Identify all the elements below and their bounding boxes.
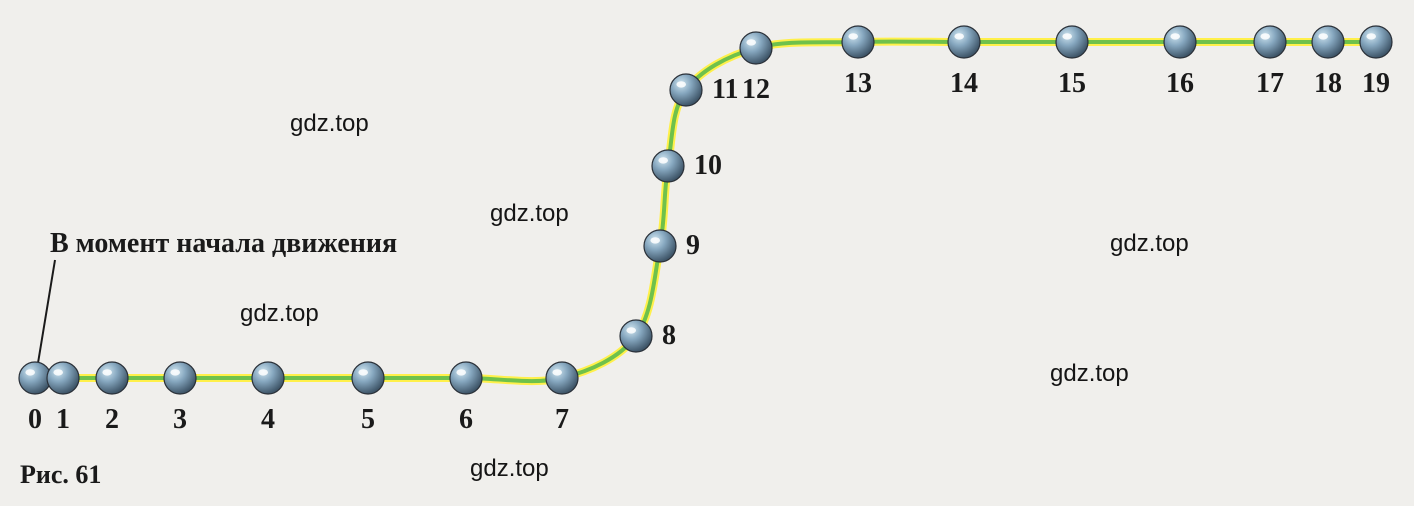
trajectory-node: [96, 362, 128, 394]
trajectory-node: [652, 150, 684, 182]
node-label: 19: [1362, 68, 1390, 100]
trajectory-node: [620, 320, 652, 352]
node-label: 16: [1166, 68, 1194, 100]
trajectory-node: [1360, 26, 1392, 58]
trajectory-node: [740, 32, 772, 64]
trajectory-node: [1056, 26, 1088, 58]
trajectory-node: [1254, 26, 1286, 58]
diagram-stage: В момент начала движения Рис. 61 0123456…: [0, 0, 1414, 506]
annotation-leader: [38, 260, 55, 363]
trajectory-node: [450, 362, 482, 394]
start-annotation: В момент начала движения: [50, 228, 397, 260]
node-label: 5: [361, 404, 375, 436]
node-label: 17: [1256, 68, 1284, 100]
figure-caption: Рис. 61: [20, 460, 101, 490]
watermark-text: gdz.top: [290, 110, 369, 138]
node-label: 0: [28, 404, 42, 436]
node-label: 10: [694, 150, 722, 182]
trajectory-node: [842, 26, 874, 58]
node-label: 1: [56, 404, 70, 436]
node-label: 2: [105, 404, 119, 436]
trajectory-node: [1312, 26, 1344, 58]
watermark-text: gdz.top: [240, 300, 319, 328]
watermark-text: gdz.top: [1050, 360, 1129, 388]
node-label: 9: [686, 230, 700, 262]
node-label: 6: [459, 404, 473, 436]
node-label: 11: [712, 74, 738, 106]
node-label: 15: [1058, 68, 1086, 100]
trajectory-node: [19, 362, 51, 394]
watermark-text: gdz.top: [490, 200, 569, 228]
node-label: 7: [555, 404, 569, 436]
node-label: 4: [261, 404, 275, 436]
trajectory-node: [670, 74, 702, 106]
node-label: 14: [950, 68, 978, 100]
trajectory-node: [1164, 26, 1196, 58]
node-label: 13: [844, 68, 872, 100]
trajectory-node: [546, 362, 578, 394]
node-label: 12: [742, 74, 770, 106]
trajectory-node: [352, 362, 384, 394]
trajectory-node: [252, 362, 284, 394]
node-label: 8: [662, 320, 676, 352]
trajectory-node: [164, 362, 196, 394]
watermark-text: gdz.top: [1110, 230, 1189, 258]
node-label: 3: [173, 404, 187, 436]
trajectory-node: [47, 362, 79, 394]
node-label: 18: [1314, 68, 1342, 100]
trajectory-node: [948, 26, 980, 58]
trajectory-node: [644, 230, 676, 262]
watermark-text: gdz.top: [470, 455, 549, 483]
